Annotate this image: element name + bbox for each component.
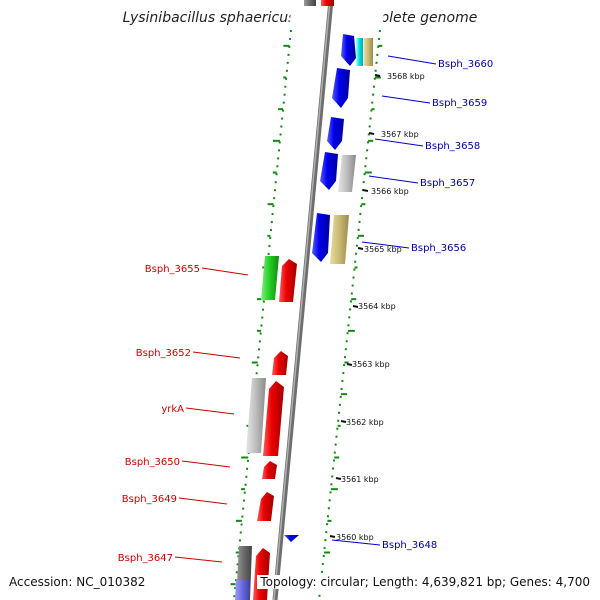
label-bsph-3656: Bsph_3656 — [411, 243, 466, 254]
tick-label-3560: 3560 kbp — [336, 533, 374, 542]
genome-backbone — [272, 0, 334, 600]
tick-label-3566: 3566 kbp — [371, 187, 409, 196]
label-yrka: yrkA — [161, 404, 184, 415]
tick-label-3561: 3561 kbp — [341, 475, 379, 484]
label-bsph-3655: Bsph_3655 — [145, 264, 200, 275]
tick-label-3565: 3565 kbp — [364, 245, 402, 254]
topology-text: Topology: circular; Length: 4,639,821 bp… — [257, 575, 590, 589]
gene-bsph-3656[interactable] — [312, 213, 349, 264]
label-bsph-3660: Bsph_3660 — [438, 59, 493, 70]
label-bsph-3657: Bsph_3657 — [420, 178, 475, 189]
gene-bsph-3652[interactable] — [272, 351, 288, 375]
tick-label-3568: 3568 kbp — [387, 72, 425, 81]
tick-labels: 3568 kbp 3567 kbp 3566 kbp 3565 kbp 3564… — [336, 72, 425, 542]
reverse-gene-labels: Bsph_3655 Bsph_3652 yrkA Bsph_3650 Bsph_… — [118, 264, 249, 564]
gene-partial-top-grey[interactable] — [304, 0, 316, 6]
tick-label-3564: 3564 kbp — [358, 302, 396, 311]
label-bsph-3649: Bsph_3649 — [122, 494, 177, 505]
gene-bsph-3649[interactable] — [257, 492, 274, 521]
label-bsph-3648: Bsph_3648 — [382, 540, 437, 551]
label-bsph-3650: Bsph_3650 — [125, 457, 180, 468]
label-bsph-3652: Bsph_3652 — [136, 348, 191, 359]
tick-label-3563: 3563 kbp — [352, 360, 390, 369]
gene-bsph-3650[interactable] — [262, 461, 277, 479]
gene-bsph-3660[interactable] — [341, 34, 373, 66]
accession-text: Accession: NC_010382 — [9, 575, 146, 589]
gene-bsph-3655[interactable] — [261, 256, 297, 302]
map-band — [232, 0, 385, 600]
label-bsph-3659: Bsph_3659 — [432, 98, 487, 109]
tick-marks — [329, 74, 381, 538]
gene-yrka[interactable] — [246, 378, 284, 456]
label-bsph-3658: Bsph_3658 — [425, 141, 480, 152]
tick-label-3562: 3562 kbp — [346, 418, 384, 427]
gene-partial-top-red[interactable] — [321, 0, 334, 6]
genome-backbone-highlight — [273, 0, 331, 600]
gene-bsph-3657[interactable] — [320, 152, 356, 192]
forward-gene-labels: Bsph_3660 Bsph_3659 Bsph_3658 Bsph_3657 … — [331, 55, 493, 551]
gene-bsph-3659[interactable] — [332, 68, 350, 108]
label-bsph-3647: Bsph_3647 — [118, 553, 173, 564]
gene-bsph-3658[interactable] — [327, 117, 344, 150]
tick-label-3567: 3567 kbp — [381, 130, 419, 139]
gene-bsph-3648[interactable] — [284, 535, 299, 542]
